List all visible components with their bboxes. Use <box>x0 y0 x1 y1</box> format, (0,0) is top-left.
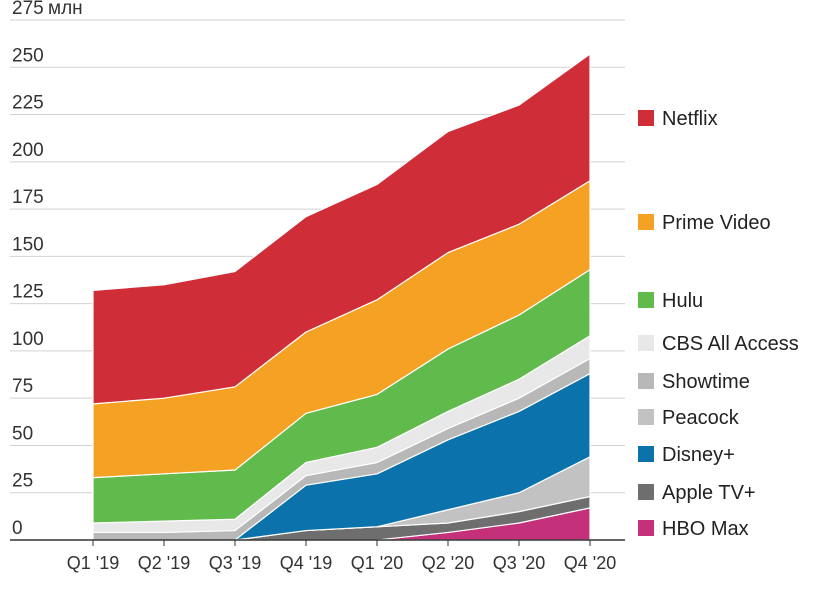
legend-item-cbs-all-access: CBS All Access <box>638 333 799 355</box>
x-tick-label-q1-19: Q1 '19 <box>67 553 119 573</box>
legend-swatch-hulu <box>638 292 654 308</box>
x-tick-label-q4-19: Q4 '19 <box>280 553 332 573</box>
legend-item-peacock: Peacock <box>638 407 740 429</box>
x-tick-label-q1-20: Q1 '20 <box>351 553 403 573</box>
legend-swatch-showtime <box>638 373 654 389</box>
legend-label-disney: Disney+ <box>662 444 735 466</box>
x-tick-label-q2-19: Q2 '19 <box>138 553 190 573</box>
y-tick-label-75: 75 <box>12 376 33 397</box>
y-tick-label-25: 25 <box>12 471 33 492</box>
y-tick-label-50: 50 <box>12 423 33 444</box>
legend-label-showtime: Showtime <box>662 371 750 393</box>
legend-item-hbo-max: HBO Max <box>638 518 749 540</box>
y-tick-label-100: 100 <box>12 329 44 350</box>
legend-label-hbo-max: HBO Max <box>662 518 749 540</box>
x-tick-label-q2-20: Q2 '20 <box>422 553 474 573</box>
x-tick-label-q3-19: Q3 '19 <box>209 553 261 573</box>
legend-swatch-cbs-all-access <box>638 335 654 351</box>
legend-swatch-apple-tv <box>638 484 654 500</box>
x-tick-label-q3-20: Q3 '20 <box>493 553 545 573</box>
legend-item-disney: Disney+ <box>638 444 735 466</box>
legend: HBO Max Apple TV+ Peacock Disney+ Showtime CB… <box>638 108 799 540</box>
legend-item-netflix: Netflix <box>638 108 718 130</box>
legend-swatch-prime-video <box>638 214 654 230</box>
legend-swatch-peacock <box>638 409 654 425</box>
y-tick-label-175: 175 <box>12 187 44 208</box>
legend-label-hulu: Hulu <box>662 290 703 312</box>
legend-label-netflix: Netflix <box>662 108 718 130</box>
axes: 0 25 50 75 100 125 150 175 200 225 250 275 млн Q1 '19… <box>10 0 625 573</box>
x-tick-label-q4-20: Q4 '20 <box>564 553 616 573</box>
legend-swatch-netflix <box>638 110 654 126</box>
legend-item-apple-tv: Apple TV+ <box>638 482 756 504</box>
legend-item-showtime: Showtime <box>638 371 750 393</box>
area-netflix <box>92 53 591 405</box>
legend-label-apple-tv: Apple TV+ <box>662 482 756 504</box>
legend-label-peacock: Peacock <box>662 407 740 429</box>
legend-label-cbs-all-access: CBS All Access <box>662 333 799 355</box>
legend-swatch-disney <box>638 446 654 462</box>
y-tick-label-125: 125 <box>12 282 44 303</box>
legend-label-prime-video: Prime Video <box>662 212 771 234</box>
legend-item-prime-video: Prime Video <box>638 212 771 234</box>
y-tick-label-200: 200 <box>12 140 44 161</box>
legend-swatch-hbo-max <box>638 520 654 536</box>
y-tick-label-0: 0 <box>12 518 23 539</box>
y-tick-label-150: 150 <box>12 234 44 255</box>
y-tick-label-250: 250 <box>12 45 44 66</box>
series-areas <box>92 53 591 541</box>
y-tick-label-275: 275 <box>12 0 44 19</box>
y-tick-label-225: 225 <box>12 93 44 114</box>
legend-item-hulu: Hulu <box>638 290 703 312</box>
y-unit-label: млн <box>48 0 83 19</box>
